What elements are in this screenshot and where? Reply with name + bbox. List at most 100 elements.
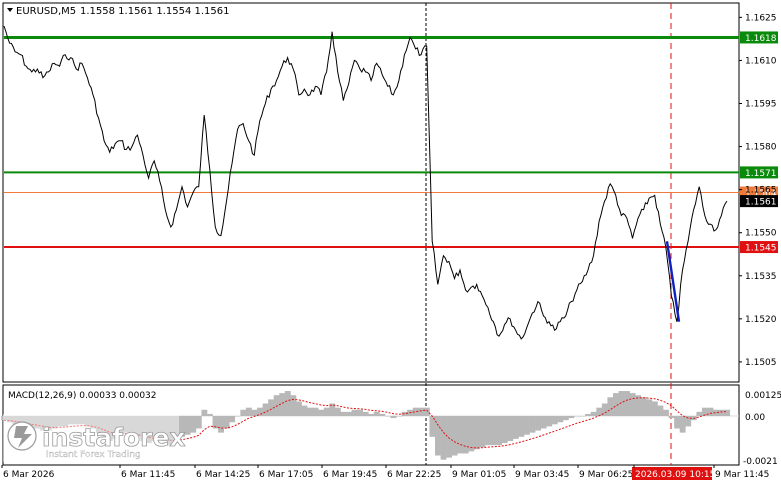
macd-bar <box>23 416 30 427</box>
macd-bar <box>551 416 558 425</box>
macd-bar <box>168 416 174 446</box>
macd-bar <box>701 407 708 416</box>
level-price-tag <box>740 241 778 254</box>
time-label: 6 Mar 17:05 <box>259 470 313 480</box>
level-price-label: 1.1545 <box>745 244 777 254</box>
macd-bar <box>173 416 180 441</box>
macd-bar <box>62 416 69 427</box>
macd-bar <box>67 416 74 425</box>
triangle-down-icon[interactable] <box>7 8 13 12</box>
macd-bar <box>540 416 547 429</box>
price-tick: 1.1595 <box>745 99 777 109</box>
macd-bar <box>17 416 24 425</box>
price-line <box>3 25 728 340</box>
macd-bar <box>574 416 580 417</box>
macd-bar <box>129 416 135 435</box>
time-label: 9 Mar 11:45 <box>715 470 769 480</box>
macd-bar <box>212 416 219 429</box>
macd-bar <box>245 407 252 416</box>
macd-bar <box>579 416 586 417</box>
macd-bar <box>557 416 564 423</box>
price-tick: 1.1550 <box>745 229 777 239</box>
price-tick: 1.1565 <box>745 186 777 196</box>
macd-bar <box>329 403 336 416</box>
time-label: 6 Mar 2026 <box>3 470 55 480</box>
macd-bar <box>6 416 13 423</box>
macd-bar <box>201 409 208 416</box>
macd-bar <box>718 409 725 416</box>
time-label: 6 Mar 19:45 <box>323 470 377 480</box>
price-tick: 1.1625 <box>745 13 777 23</box>
macd-bar <box>156 416 163 439</box>
macd-bar <box>418 407 425 416</box>
macd-bar <box>307 407 313 416</box>
macd-bar <box>318 409 325 416</box>
macd-bar <box>679 416 686 433</box>
time-label: 9 Mar 03:45 <box>515 470 569 480</box>
time-label: 9 Mar 01:05 <box>452 470 506 480</box>
macd-bar <box>618 391 625 416</box>
macd-bar <box>457 416 464 454</box>
macd-bar <box>84 416 91 427</box>
level-price-label: 1.1564 <box>745 189 777 199</box>
macd-bar <box>373 411 380 416</box>
macd-bar <box>45 416 52 431</box>
macd-tick: 0.00125 <box>745 391 781 401</box>
macd-bar <box>162 416 169 441</box>
chart-header: EURUSD,M5 1.1558 1.1561 1.1554 1.1561 <box>7 6 230 17</box>
macd-bar <box>251 409 258 416</box>
watermark-brand: instaforex <box>42 423 186 452</box>
price-tick: 1.1535 <box>745 272 777 282</box>
macd-bar <box>1 416 8 421</box>
symbol-label: EURUSD,M5 <box>16 6 76 17</box>
macd-bar <box>507 416 514 441</box>
macd-bar <box>384 416 391 417</box>
time-axis: 6 Mar 2026 6 Mar 11:45 6 Mar 14:25 6 Mar 17… <box>1 465 769 480</box>
price-tick: 1.1520 <box>745 315 777 325</box>
macd-signal-line <box>3 397 728 449</box>
macd-bar <box>95 416 102 433</box>
macd-bar <box>535 416 541 431</box>
macd-bar <box>101 416 108 437</box>
time-label: 6 Mar 22:25 <box>387 470 441 480</box>
macd-bar <box>234 416 241 417</box>
macd-bar <box>290 395 297 416</box>
macd-bar <box>401 411 408 416</box>
macd-axis: 0.00125 0.00 -0.0021 <box>743 391 781 467</box>
macd-bar <box>140 416 147 441</box>
macd-bar <box>713 409 719 416</box>
macd-bar <box>674 416 681 429</box>
downward-move-arrow <box>665 241 681 322</box>
macd-bar <box>195 416 202 429</box>
macd-bar <box>312 407 319 416</box>
macd-bar <box>229 416 236 423</box>
macd-bar <box>340 411 347 416</box>
level-price-tag <box>740 166 778 179</box>
price-axis: 1.1625 1.1610 1.1595 1.1580 1.1565 1.1550 1.15… <box>739 13 777 368</box>
macd-bar <box>240 409 247 416</box>
level-price-label: 1.1571 <box>745 169 777 179</box>
macd-bar <box>429 416 436 437</box>
macd-bar <box>518 416 525 437</box>
macd-tick: -0.0021 <box>743 457 778 467</box>
macd-bar <box>151 416 158 441</box>
macd-bar <box>334 407 341 416</box>
macd-bar <box>568 416 575 419</box>
macd-bar <box>412 407 419 416</box>
macd-bar <box>685 416 692 427</box>
macd-bar <box>601 403 608 416</box>
watermark-tagline: Instant Forex Trading <box>46 450 141 460</box>
time-label: 2026.03.09 10:15 <box>635 470 715 480</box>
macd-histogram <box>1 391 731 460</box>
macd-bar <box>190 416 197 433</box>
time-label: 9 Mar 06:25 <box>579 470 633 480</box>
price-tick: 1.1580 <box>745 143 777 153</box>
macd-bar <box>184 416 191 435</box>
macd-tick: 0.00 <box>745 413 765 423</box>
macd-bar <box>473 416 480 450</box>
macd-bar <box>446 416 453 458</box>
macd-bar <box>479 416 486 448</box>
instaforex-watermark: instaforex Instant Forex Trading <box>3 414 186 462</box>
macd-bar <box>257 407 263 416</box>
